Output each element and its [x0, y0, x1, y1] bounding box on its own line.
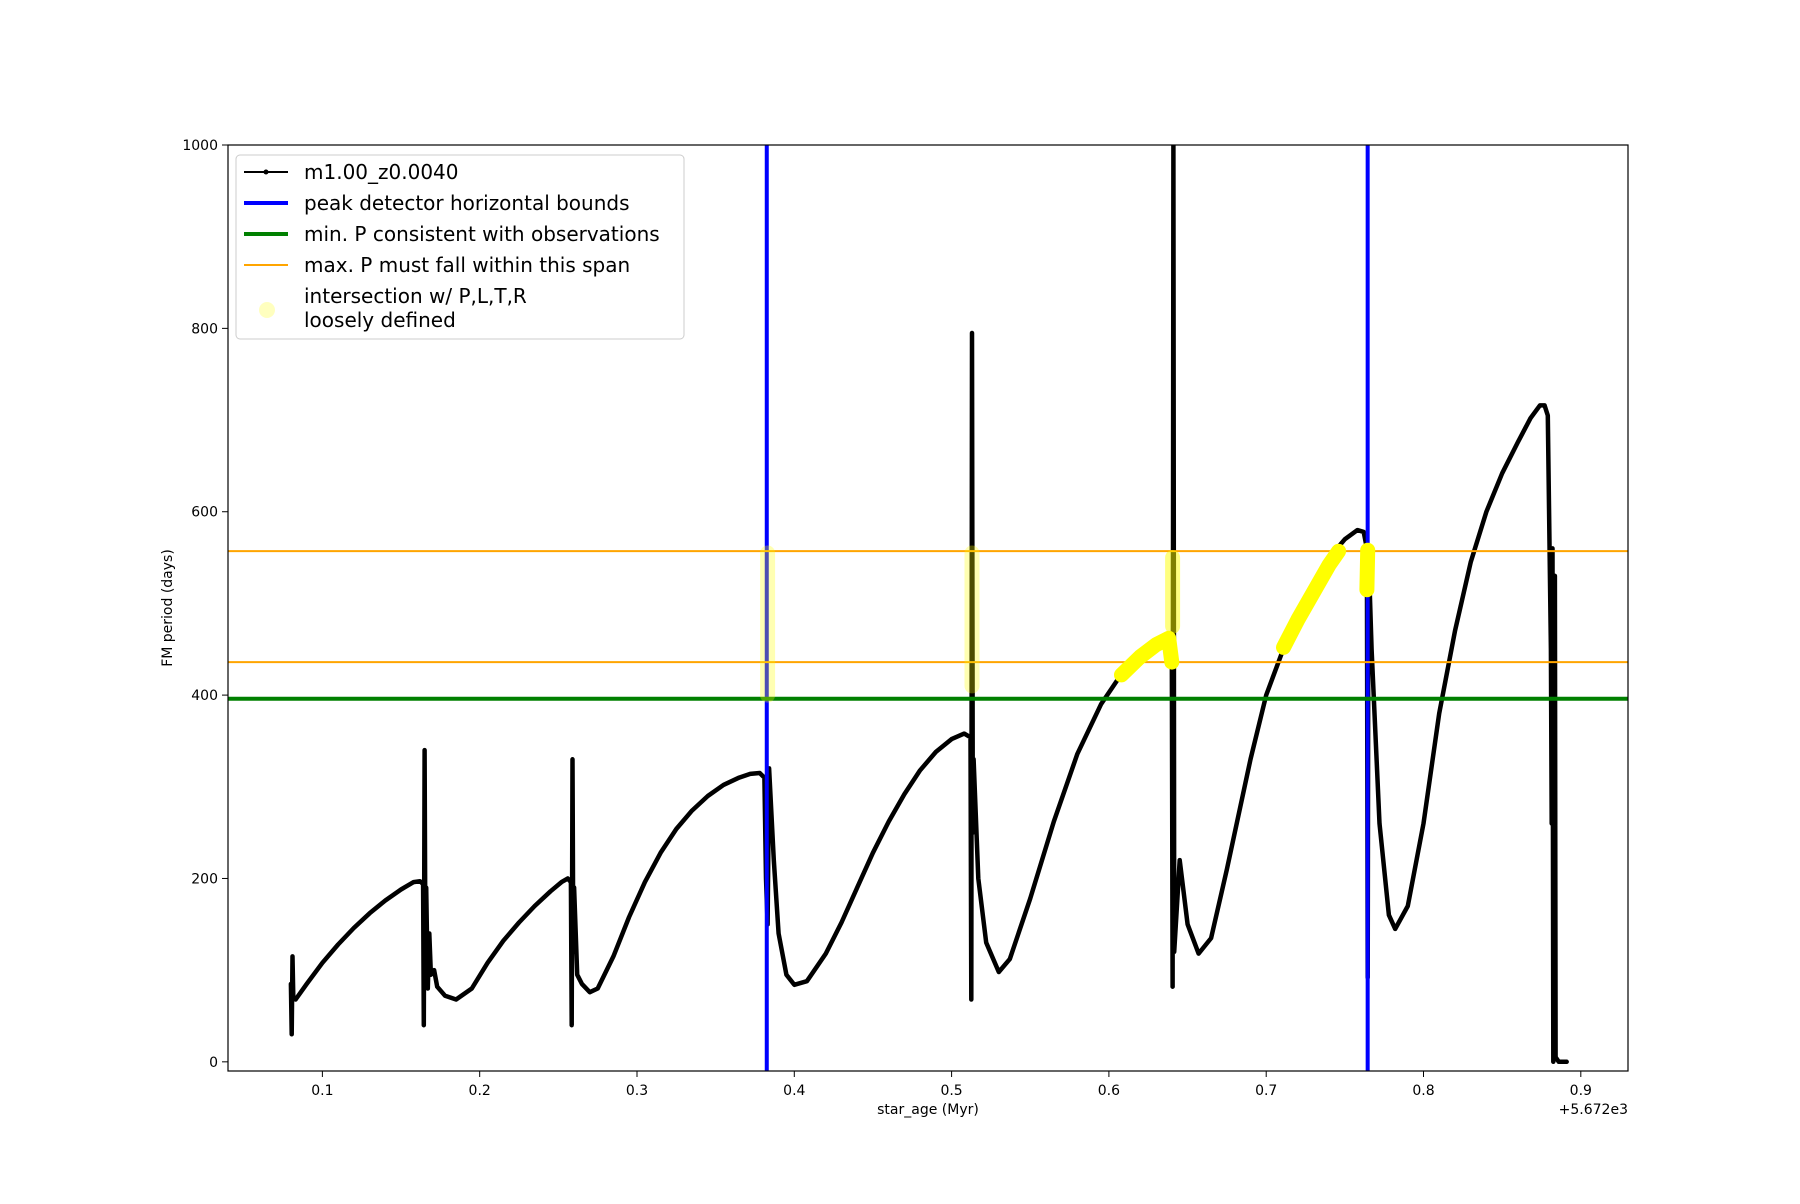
highlight-segment-5	[1359, 542, 1376, 598]
x-tick-label-1: 0.2	[469, 1083, 491, 1099]
legend-label-3: max. P must fall within this span	[304, 253, 630, 277]
legend-label-line-0-0: m1.00_z0.0040	[304, 160, 459, 184]
y-tick-label-2: 400	[191, 688, 218, 704]
legend-label-2: min. P consistent with observations	[304, 222, 660, 246]
legend-label-4: intersection w/ P,L,T,R loosely defined	[304, 284, 527, 332]
x-offset-label: +5.672e3	[1559, 1102, 1628, 1118]
x-tick-label-5: 0.6	[1098, 1083, 1120, 1099]
y-tick-label-1: 200	[191, 871, 218, 887]
legend-label-line-4-1: loosely defined	[304, 308, 456, 332]
highlight-segment-3	[1114, 630, 1180, 683]
legend-label-1: peak detector horizontal bounds	[304, 191, 630, 215]
x-tick-label-6: 0.7	[1255, 1083, 1277, 1099]
legend-label-0: m1.00_z0.0040	[304, 160, 459, 184]
legend-marker-0	[263, 169, 269, 175]
highlight-segment-4	[1276, 543, 1347, 655]
legend-label-line-4-0: intersection w/ P,L,T,R	[304, 284, 527, 308]
y-tick-label-5: 1000	[182, 138, 218, 154]
x-tick-label-8: 0.9	[1570, 1083, 1592, 1099]
plot-frame	[227, 144, 1629, 1072]
series-line-0	[288, 145, 1569, 1065]
legend-label-line-3-0: max. P must fall within this span	[304, 253, 630, 277]
legend-label-line-2-0: min. P consistent with observations	[304, 222, 660, 246]
x-tick-label-0: 0.1	[311, 1083, 333, 1099]
x-tick-label-4: 0.5	[940, 1083, 962, 1099]
y-tick-label-3: 600	[191, 505, 218, 521]
y-tick-label-0: 0	[209, 1055, 218, 1071]
legend-box	[235, 154, 685, 340]
y-axis-title: FM period (days)	[160, 549, 176, 667]
legend-swatch-4	[259, 302, 275, 318]
x-axis-title: star_age (Myr)	[877, 1102, 979, 1118]
legend-label-line-1-0: peak detector horizontal bounds	[304, 191, 630, 215]
y-tick-label-4: 800	[191, 321, 218, 337]
x-tick-label-2: 0.3	[626, 1083, 648, 1099]
x-tick-label-3: 0.4	[783, 1083, 805, 1099]
x-tick-label-7: 0.8	[1412, 1083, 1434, 1099]
